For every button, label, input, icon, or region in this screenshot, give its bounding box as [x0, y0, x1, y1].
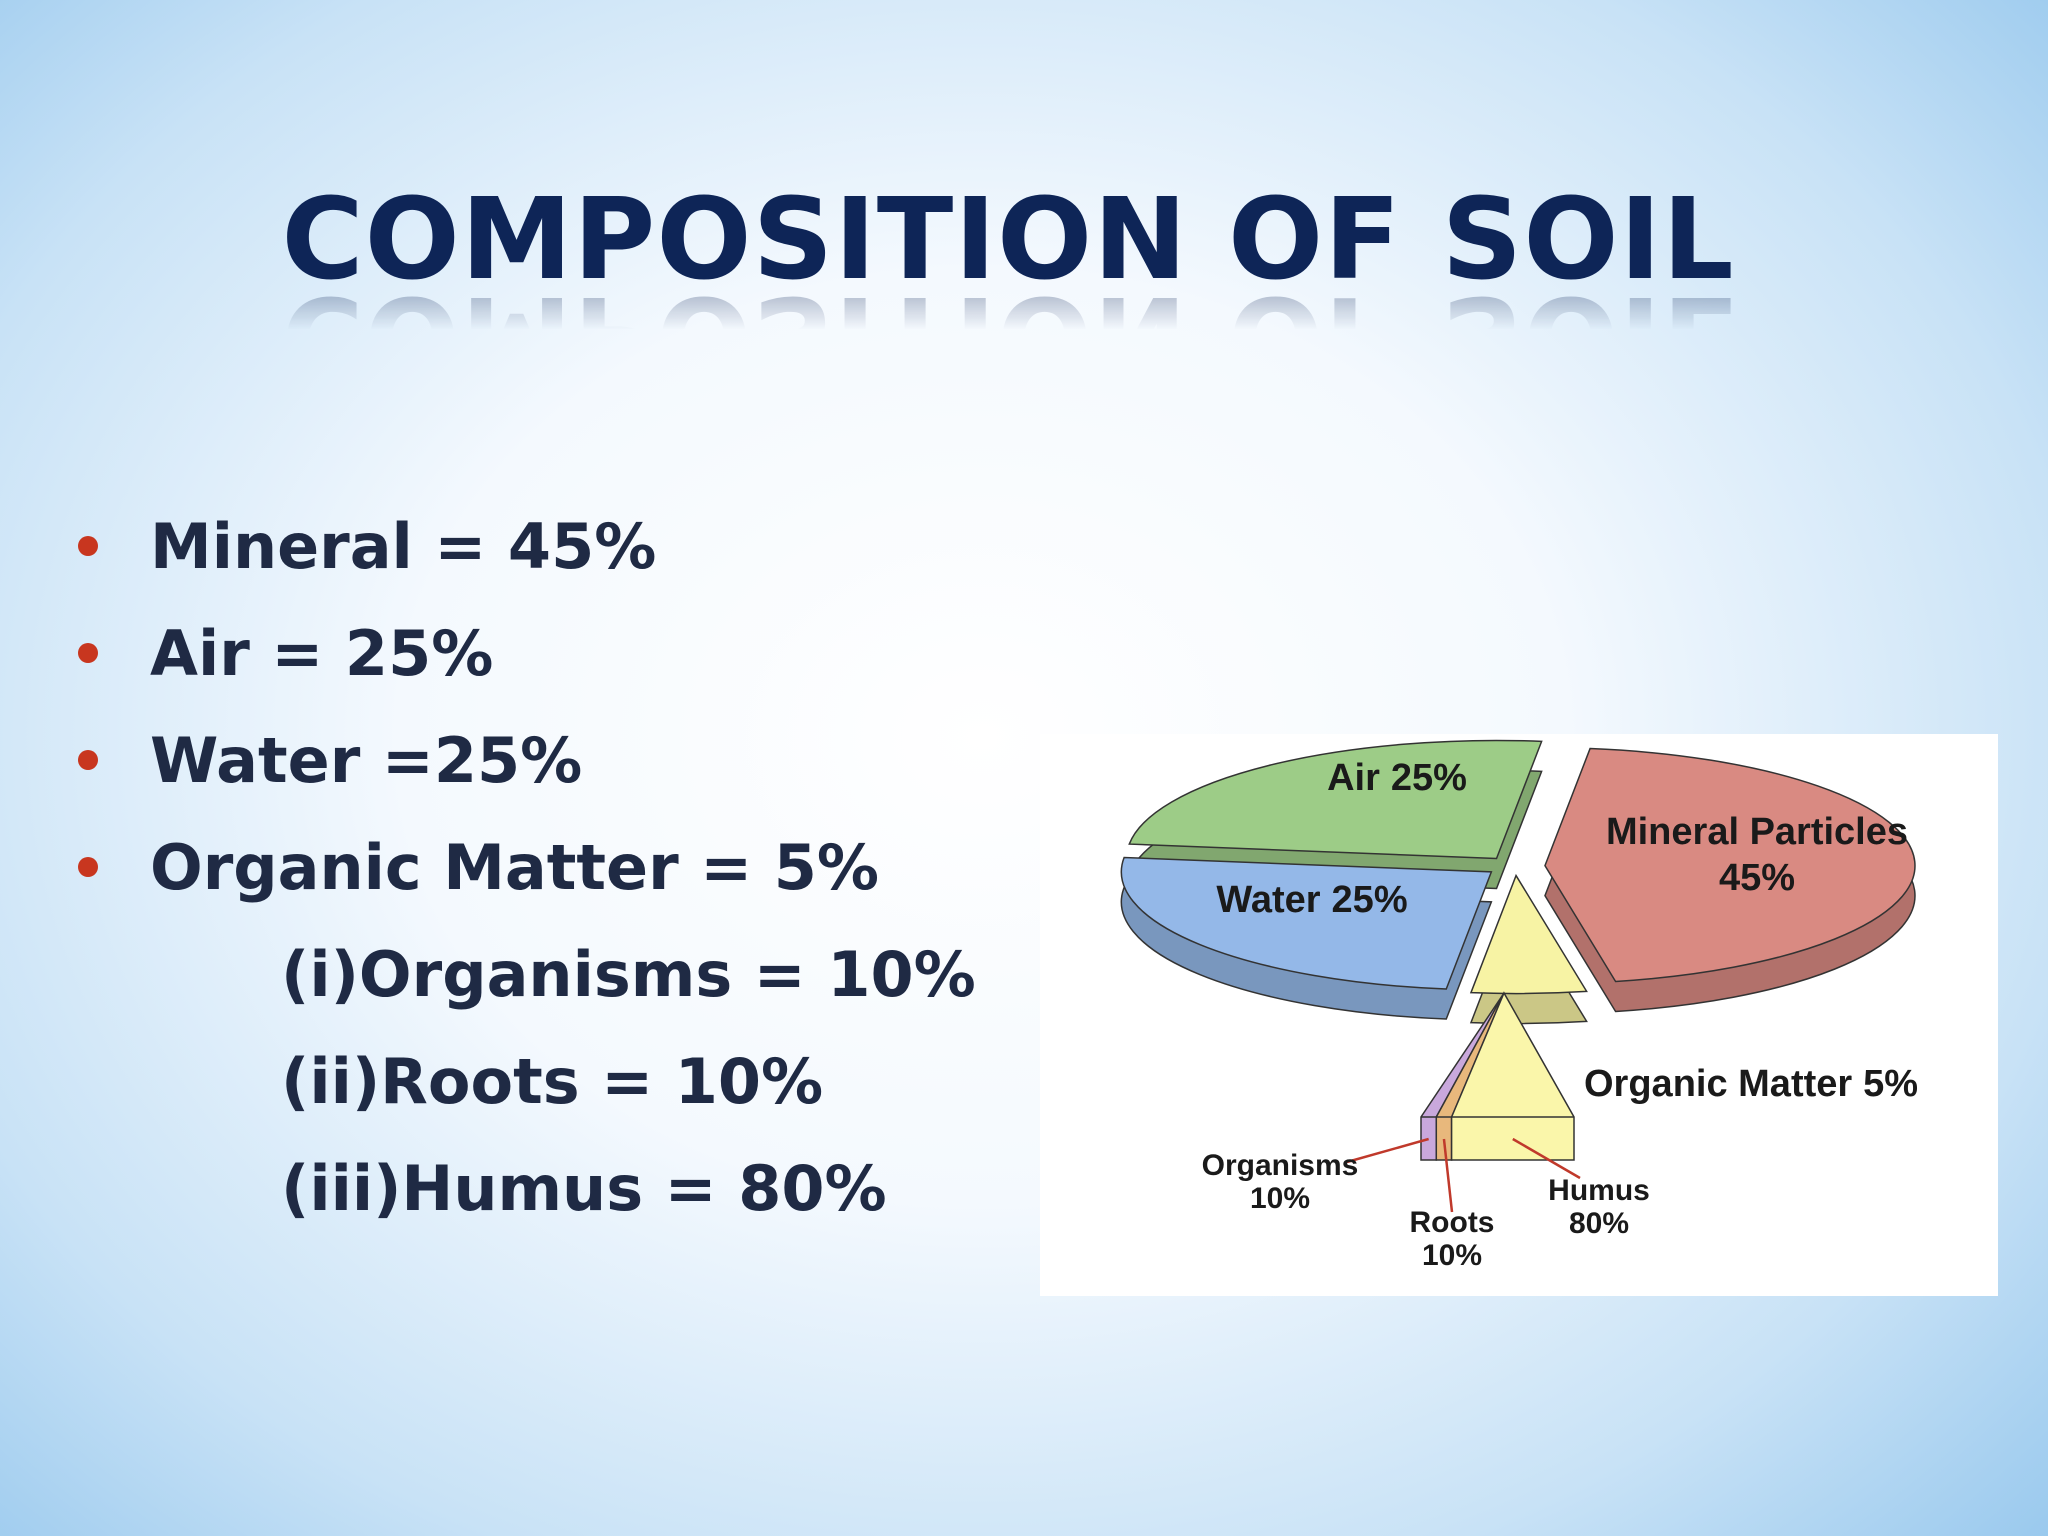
leader-line — [1442, 1138, 1454, 1213]
slice — [1469, 873, 1588, 995]
sub-bullet: (iii)Humus = 80% — [281, 1152, 887, 1225]
bullet: Organic Matter = 5% — [77, 831, 880, 904]
sub-bullet: (ii)Roots = 10% — [281, 1045, 824, 1118]
bullet: Mineral = 45% — [77, 510, 657, 583]
slice-value: 25% — [1332, 879, 1408, 921]
breakdown-value: 10% — [1422, 1239, 1482, 1272]
breakdown-label: Organisms 10% — [1202, 1149, 1359, 1215]
slice — [1544, 747, 1916, 983]
sub-bullet: (i)Organisms = 10% — [281, 938, 976, 1011]
slice-label: Air 25% — [1327, 757, 1467, 799]
breakdown-value: 10% — [1250, 1182, 1310, 1215]
bullet: Water =25% — [77, 724, 583, 797]
slice-category: Water — [1216, 879, 1320, 921]
slice — [1128, 739, 1543, 860]
slice-category: Air — [1327, 757, 1380, 799]
slice-value: 5% — [1863, 1063, 1918, 1105]
slice-label: Organic Matter 5% — [1584, 1063, 1918, 1105]
breakdown-value: 80% — [1569, 1207, 1629, 1240]
slice-value: 25% — [1391, 757, 1467, 799]
leader-line — [1346, 1137, 1429, 1164]
breakdown-category: Organisms — [1202, 1149, 1359, 1182]
breakdown-part — [1450, 991, 1575, 1161]
slice-category: Mineral Particles — [1606, 811, 1908, 853]
slice-label: Water 25% — [1216, 879, 1407, 921]
slice-label: Mineral Particles 45% — [1606, 811, 1908, 899]
breakdown-label: Roots 10% — [1410, 1206, 1495, 1272]
breakdown-category: Roots — [1410, 1206, 1495, 1239]
slide-title: COMPOSITION OF SOIL — [281, 175, 1735, 305]
leader-line — [1512, 1137, 1581, 1180]
slice-value: 45% — [1719, 857, 1795, 899]
slice — [1120, 856, 1493, 990]
bullet: Air = 25% — [77, 617, 494, 690]
breakdown-category: Humus — [1548, 1174, 1650, 1207]
soil-pie-chart: Air 25% Mineral Particles 45% Organic Matter… — [1040, 734, 1998, 1296]
slice-category: Organic Matter — [1584, 1063, 1852, 1105]
breakdown-label: Humus 80% — [1548, 1174, 1650, 1240]
